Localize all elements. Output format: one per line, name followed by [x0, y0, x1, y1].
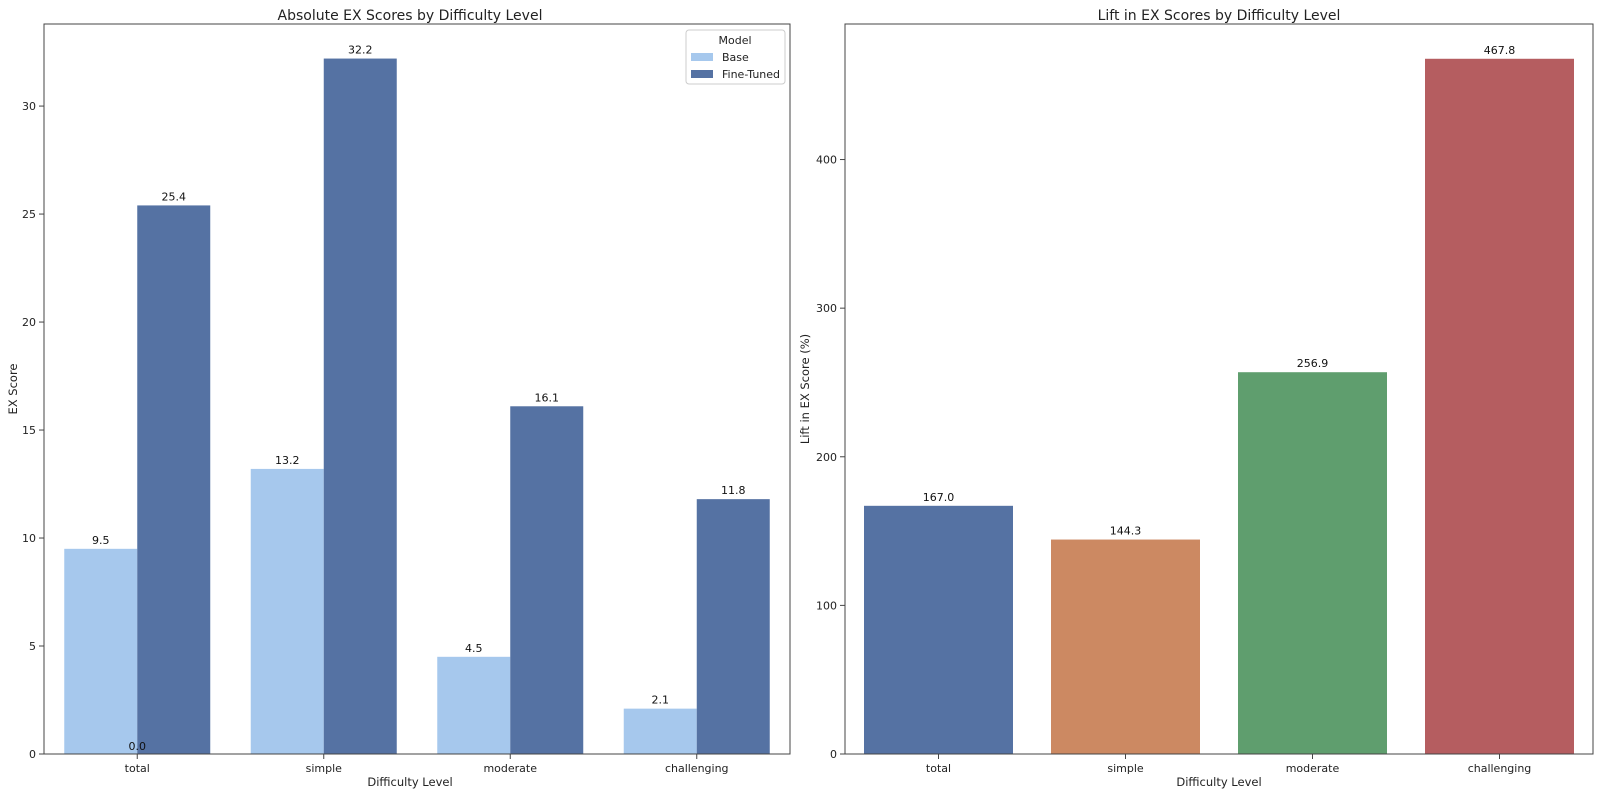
bar-fine-tuned-moderate	[510, 406, 584, 754]
left-x-tick-label-total: total	[125, 762, 150, 775]
right-y-tick-label: 400	[816, 154, 837, 167]
bar-label-fine-tuned-challenging: 11.8	[721, 484, 746, 497]
left-y-tick-label: 25	[22, 208, 36, 221]
right-y-axis-label: Lift in EX Score (%)	[798, 334, 812, 444]
left-x-axis-label: Difficulty Level	[367, 775, 452, 789]
bar-fine-tuned-simple	[323, 58, 397, 754]
lift-ex-chart: Lift in EX Scores by Difficulty Level 16…	[798, 8, 1594, 789]
left-x-tick-label-moderate: moderate	[483, 762, 537, 775]
right-y-tick-label: 0	[830, 748, 837, 761]
legend-label-fine-tuned: Fine-Tuned	[722, 68, 780, 81]
left-x-tick-label-simple: simple	[306, 762, 343, 775]
right-y-tick-label: 200	[816, 451, 837, 464]
left-y-tick-label: 5	[29, 640, 36, 653]
bar-label-base-challenging: 2.1	[652, 694, 670, 707]
lift-bar-simple	[1051, 539, 1200, 754]
absolute-ex-chart: Absolute EX Scores by Difficulty Level 9…	[6, 8, 791, 789]
bar-base-simple	[250, 468, 324, 754]
left-y-tick-label: 20	[22, 316, 36, 329]
left-x-tick-label-challenging: challenging	[665, 762, 729, 775]
bar-fine-tuned-total	[137, 205, 211, 755]
legend-swatch-base	[691, 53, 713, 61]
lift-bar-label-simple: 144.3	[1110, 525, 1142, 538]
right-x-tick-label-simple: simple	[1107, 762, 1144, 775]
lift-bar-total	[864, 505, 1013, 754]
bar-label-base-total: 9.5	[92, 534, 110, 547]
left-chart-title: Absolute EX Scores by Difficulty Level	[278, 8, 543, 24]
legend-label-base: Base	[722, 51, 749, 64]
bar-label-fine-tuned-total: 25.4	[162, 190, 187, 203]
right-x-axis-label: Difficulty Level	[1176, 775, 1261, 789]
left-plot-frame	[43, 23, 791, 755]
left-y-tick-label: 0	[29, 748, 36, 761]
right-chart-title: Lift in EX Scores by Difficulty Level	[1098, 8, 1341, 24]
left-y-tick-label: 30	[22, 100, 36, 113]
legend: Model Base Fine-Tuned	[685, 29, 786, 85]
right-plot-frame	[844, 23, 1594, 755]
legend-swatch-fine-tuned	[691, 70, 713, 78]
bar-label-fine-tuned-moderate: 16.1	[535, 391, 560, 404]
right-x-tick-label-moderate: moderate	[1286, 762, 1340, 775]
legend-title: Model	[718, 34, 751, 47]
left-y-tick-label: 15	[22, 424, 36, 437]
left-y-axis-label: EX Score	[6, 363, 20, 414]
lift-bar-label-total: 167.0	[923, 491, 955, 504]
bar-label-base-simple: 13.2	[275, 454, 300, 467]
right-y-tick-label: 300	[816, 302, 837, 315]
lift-bar-moderate	[1238, 372, 1387, 754]
right-y-tick-label: 100	[816, 599, 837, 612]
bar-base-total	[64, 548, 138, 754]
stray-label-total: 0.0	[129, 740, 147, 753]
left-y-tick-label: 10	[22, 532, 36, 545]
bar-base-moderate	[437, 656, 511, 754]
lift-bar-label-moderate: 256.9	[1297, 357, 1329, 370]
bar-label-base-moderate: 4.5	[465, 642, 483, 655]
bar-fine-tuned-challenging	[696, 499, 770, 754]
lift-bar-label-challenging: 467.8	[1484, 44, 1516, 57]
lift-bar-challenging	[1425, 58, 1574, 754]
right-x-tick-label-challenging: challenging	[1468, 762, 1532, 775]
right-x-tick-label-total: total	[926, 762, 951, 775]
bar-base-challenging	[623, 708, 697, 754]
bar-label-fine-tuned-simple: 32.2	[348, 44, 373, 57]
